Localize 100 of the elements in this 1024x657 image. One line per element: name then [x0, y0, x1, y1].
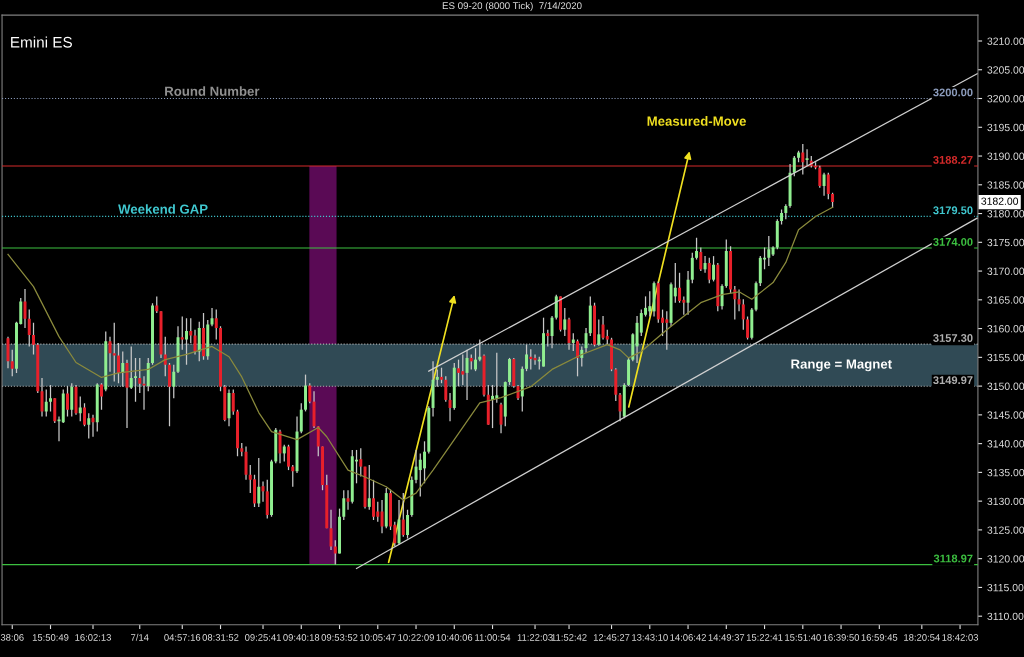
y-tick-label: 3130.00	[987, 497, 1024, 506]
candlestick	[401, 492, 405, 538]
candlestick	[261, 480, 265, 503]
candlestick	[792, 155, 796, 177]
y-tick-label: 3175.00	[987, 238, 1024, 247]
candlestick	[214, 308, 218, 341]
candlestick	[44, 388, 48, 418]
candlestick	[231, 388, 235, 416]
x-tick-label: 12:45:27	[593, 634, 630, 641]
candlestick	[554, 294, 558, 321]
candlestick	[49, 384, 52, 413]
candlestick	[499, 402, 503, 434]
ref-line-label: 3118.97	[933, 554, 973, 563]
y-tick-label: 3145.00	[987, 411, 1024, 419]
y-tick-label: 3190.00	[987, 152, 1024, 160]
candlestick	[185, 317, 188, 366]
x-tick-label: 11:52:42	[551, 634, 587, 641]
candlestick	[576, 338, 580, 377]
candlestick	[741, 298, 745, 331]
candlestick	[338, 507, 342, 555]
text: Emini ES	[11, 36, 72, 48]
candlestick	[376, 501, 380, 523]
x-tick-label: 16:39:50	[823, 634, 860, 641]
x-tick-label: 18:42:03	[942, 634, 979, 641]
candlestick	[342, 489, 346, 521]
y-tick-label: 3115.00	[987, 583, 1024, 592]
candlestick	[197, 321, 201, 362]
candlestick	[172, 364, 176, 399]
y-tick-label: 3160.00	[987, 325, 1024, 333]
x-tick-label: 14:06:42	[670, 634, 706, 641]
candlestick	[635, 315, 639, 364]
x-tick-label: 08:31:52	[202, 634, 239, 641]
annotation: Measured-Move	[647, 116, 746, 126]
candlestick	[699, 246, 703, 272]
y-tick-label: 3110.00	[987, 612, 1024, 621]
chart-title: ES 09-20 (8000 Tick) 7/14/2020	[442, 1, 582, 12]
x-tick-label: 09:40:18	[283, 634, 320, 641]
x-tick-label: 13:43:10	[632, 634, 668, 641]
candlestick	[563, 307, 567, 337]
x-tick-label: 04:57:16	[164, 634, 201, 641]
candlestick	[444, 375, 448, 403]
ref-line-label: 3179.50	[933, 206, 973, 215]
candlestick	[329, 509, 333, 551]
candlestick	[32, 322, 35, 356]
candlestick	[678, 272, 682, 304]
candlestick	[270, 459, 274, 518]
y-tick-label: 3165.00	[987, 296, 1024, 304]
candlestick	[304, 373, 308, 413]
candlestick	[597, 318, 601, 347]
candlestick	[202, 312, 205, 361]
candlestick	[367, 464, 371, 511]
candlestick	[129, 345, 133, 390]
x-tick-label: 16:59:45	[861, 634, 898, 641]
candlestick	[826, 172, 830, 200]
candlestick	[733, 285, 737, 321]
annotation: Round Number	[165, 86, 260, 96]
candlestick	[100, 382, 103, 411]
candlestick	[703, 255, 707, 274]
y-tick-label: 3155.00	[987, 353, 1024, 362]
candlestick	[146, 357, 150, 392]
y-tick-label: 3185.00	[987, 181, 1024, 189]
y-tick-label: 3170.00	[987, 267, 1024, 275]
candlestick	[440, 367, 444, 384]
line-series	[7, 206, 834, 501]
candlestick	[163, 336, 167, 377]
candlestick	[168, 362, 171, 427]
x-tick-label: 10:40:06	[436, 634, 473, 641]
candlestick	[707, 257, 711, 284]
candlestick	[712, 255, 716, 283]
candlestick	[53, 397, 57, 424]
x-tick-label: 10:22:09	[398, 634, 434, 641]
candlestick	[253, 474, 256, 508]
candlestick	[10, 349, 14, 377]
x-tick-label: 10:05:47	[360, 634, 396, 641]
x-tick-label: 38:06	[0, 634, 24, 641]
candlestick	[397, 499, 401, 546]
candlestick	[316, 425, 320, 457]
candlestick	[567, 317, 571, 351]
candlestick	[265, 479, 269, 520]
candlestick	[801, 143, 805, 176]
candlestick	[720, 283, 724, 311]
y-tick-label: 3205.00	[987, 66, 1024, 74]
x-tick-label: 11:22:03	[517, 634, 553, 641]
candlestick	[822, 172, 826, 197]
y-tick-label: 3140.00	[987, 440, 1024, 448]
x-tick-label: 15:51:40	[785, 634, 821, 641]
candlestick	[210, 307, 214, 327]
candlestick	[244, 445, 248, 481]
ref-line-label: 3188.27	[933, 155, 973, 164]
candlestick	[70, 382, 74, 418]
x-tick-label: 7/14	[131, 633, 149, 641]
candlestick	[767, 235, 771, 267]
ref-line-label: 3157.30	[933, 334, 973, 342]
candlestick	[584, 327, 588, 354]
candlestick	[27, 308, 31, 348]
x-tick-label: 09:25:41	[245, 634, 281, 641]
candlestick	[83, 402, 86, 427]
candlestick	[219, 325, 222, 392]
candlestick	[308, 382, 312, 404]
y-tick-label: 3200.00	[987, 95, 1024, 103]
